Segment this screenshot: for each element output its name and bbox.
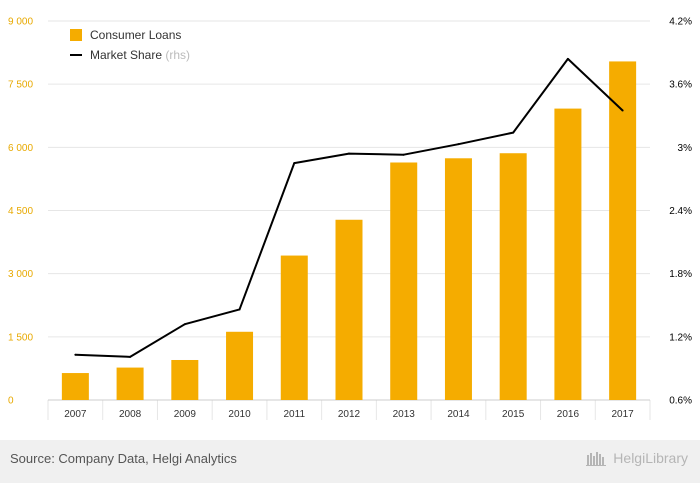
y-left-tick-label: 7 500 [8,80,33,91]
y-left-tick-label: 0 [8,396,14,407]
bar[interactable] [554,108,582,400]
line-point [402,153,405,156]
bar[interactable] [390,162,418,400]
y-right-tick-label: 3% [678,143,693,154]
y-axis-right: 0.6% 1.2% 1.8% 2.4% 3% 3.6% 4.2% [669,17,692,407]
x-tick-label: 2014 [447,409,470,420]
line-point [348,152,350,155]
y-right-tick-label: 0.6% [669,396,692,407]
y-right-tick-label: 3.6% [669,80,692,91]
line-point [512,131,515,134]
line-point [238,308,241,311]
line-point [566,57,569,60]
bar[interactable] [116,367,144,400]
legend-swatch-consumer-loans [70,29,82,41]
grid-lines [47,20,651,420]
x-tick-label: 2013 [393,409,416,420]
footer: Source: Company Data, Helgi Analytics He… [0,440,700,483]
x-tick-label: 2007 [64,409,87,420]
line-point [183,323,186,326]
bar[interactable] [499,153,527,400]
line-group [74,57,624,358]
y-left-tick-label: 4 500 [8,206,33,217]
legend-label-consumer-loans: Consumer Loans [90,28,181,42]
x-tick-label: 2015 [502,409,525,420]
legend-suffix-rhs: (rhs) [165,48,190,62]
x-tick-label: 2010 [228,409,251,420]
x-tick-label: 2011 [284,409,306,420]
x-tick-label: 2017 [612,409,635,420]
y-left-tick-label: 1 500 [8,332,33,343]
bar[interactable] [280,255,308,400]
logo-text: HelgiLibrary [613,450,688,466]
bar[interactable] [444,158,472,400]
line-point [293,162,296,165]
y-right-tick-label: 1.8% [669,269,692,280]
legend-label-market-share: Market Share (rhs) [90,48,190,62]
y-right-tick-label: 2.4% [669,206,692,217]
y-left-tick-label: 9 000 [8,17,33,28]
y-left-tick-label: 6 000 [8,143,33,154]
helgi-library-logo[interactable]: HelgiLibrary [586,450,688,466]
bars-group [61,61,637,400]
source-text: Source: Company Data, Helgi Analytics [10,451,237,466]
line-point [129,355,132,358]
y-left-tick-label: 3 000 [8,269,33,280]
bar[interactable] [171,359,199,400]
x-tick-label: 2009 [174,409,197,420]
x-tick-label: 2012 [338,409,361,420]
bar[interactable] [226,331,254,400]
library-icon [586,452,607,466]
y-right-tick-label: 1.2% [669,332,692,343]
x-tick-label: 2008 [119,409,142,420]
y-axis-left: 0 1 500 3 000 4 500 6 000 7 500 9 000 [8,17,33,407]
x-axis: 2007 2008 2009 2010 2011 2012 2013 2014 2015 2016… [64,409,634,420]
x-tick-label: 2016 [557,409,580,420]
bar[interactable] [609,61,637,400]
chart-svg: 0 1 500 3 000 4 500 6 000 7 500 9 000 0.6% 1.2%… [8,17,692,420]
line-point [621,109,624,112]
line-point [457,143,460,146]
bar[interactable] [335,219,363,400]
legend: Consumer Loans Market Share (rhs) [70,28,190,62]
y-right-tick-label: 4.2% [669,17,692,28]
bar[interactable] [61,373,89,400]
line-point [74,353,77,356]
